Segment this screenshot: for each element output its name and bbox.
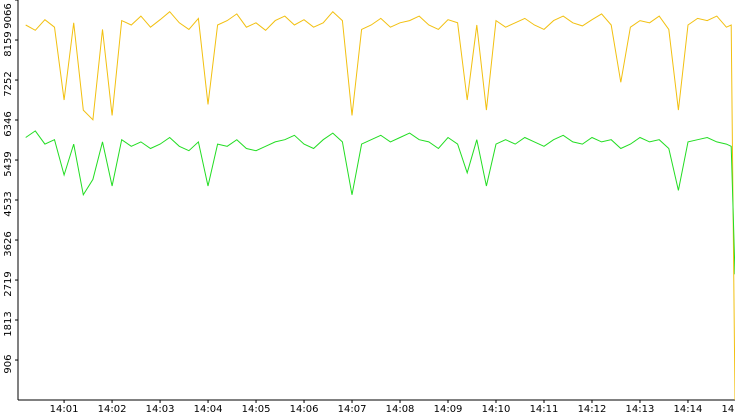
y-tick-label: 2719	[3, 271, 14, 296]
y-tick-label: 9066	[3, 3, 14, 28]
y-tick-label: 906	[3, 354, 14, 373]
series-line	[25, 130, 735, 275]
x-tick-label: 14:06	[290, 404, 319, 415]
x-tick-label: 14:12	[578, 404, 607, 415]
x-tick-label: 14:14	[674, 404, 703, 415]
series-line	[25, 10, 735, 401]
x-tick-label: 14:11	[530, 404, 559, 415]
x-tick-label: 14:13	[626, 404, 655, 415]
x-tick-label: 14:02	[98, 404, 127, 415]
y-tick-label: 6346	[3, 111, 14, 136]
x-tick-label: 14:15	[722, 404, 735, 415]
x-tick-label: 14:05	[242, 404, 271, 415]
y-tick-label: 4533	[3, 191, 14, 216]
y-tick-label: 8159	[3, 31, 14, 56]
x-tick-label: 14:04	[194, 404, 223, 415]
y-tick-label: 5439	[3, 151, 14, 176]
y-tick-label: 7252	[3, 71, 14, 96]
x-tick-label: 14:09	[434, 404, 463, 415]
x-tick-label: 14:07	[338, 404, 367, 415]
y-tick-label: 3626	[3, 231, 14, 256]
y-tick-label: 1813	[3, 311, 14, 336]
x-tick-label: 14:01	[50, 404, 79, 415]
x-tick-label: 14:10	[482, 404, 511, 415]
x-tick-label: 14:03	[146, 404, 175, 415]
x-tick-label: 14:08	[386, 404, 415, 415]
